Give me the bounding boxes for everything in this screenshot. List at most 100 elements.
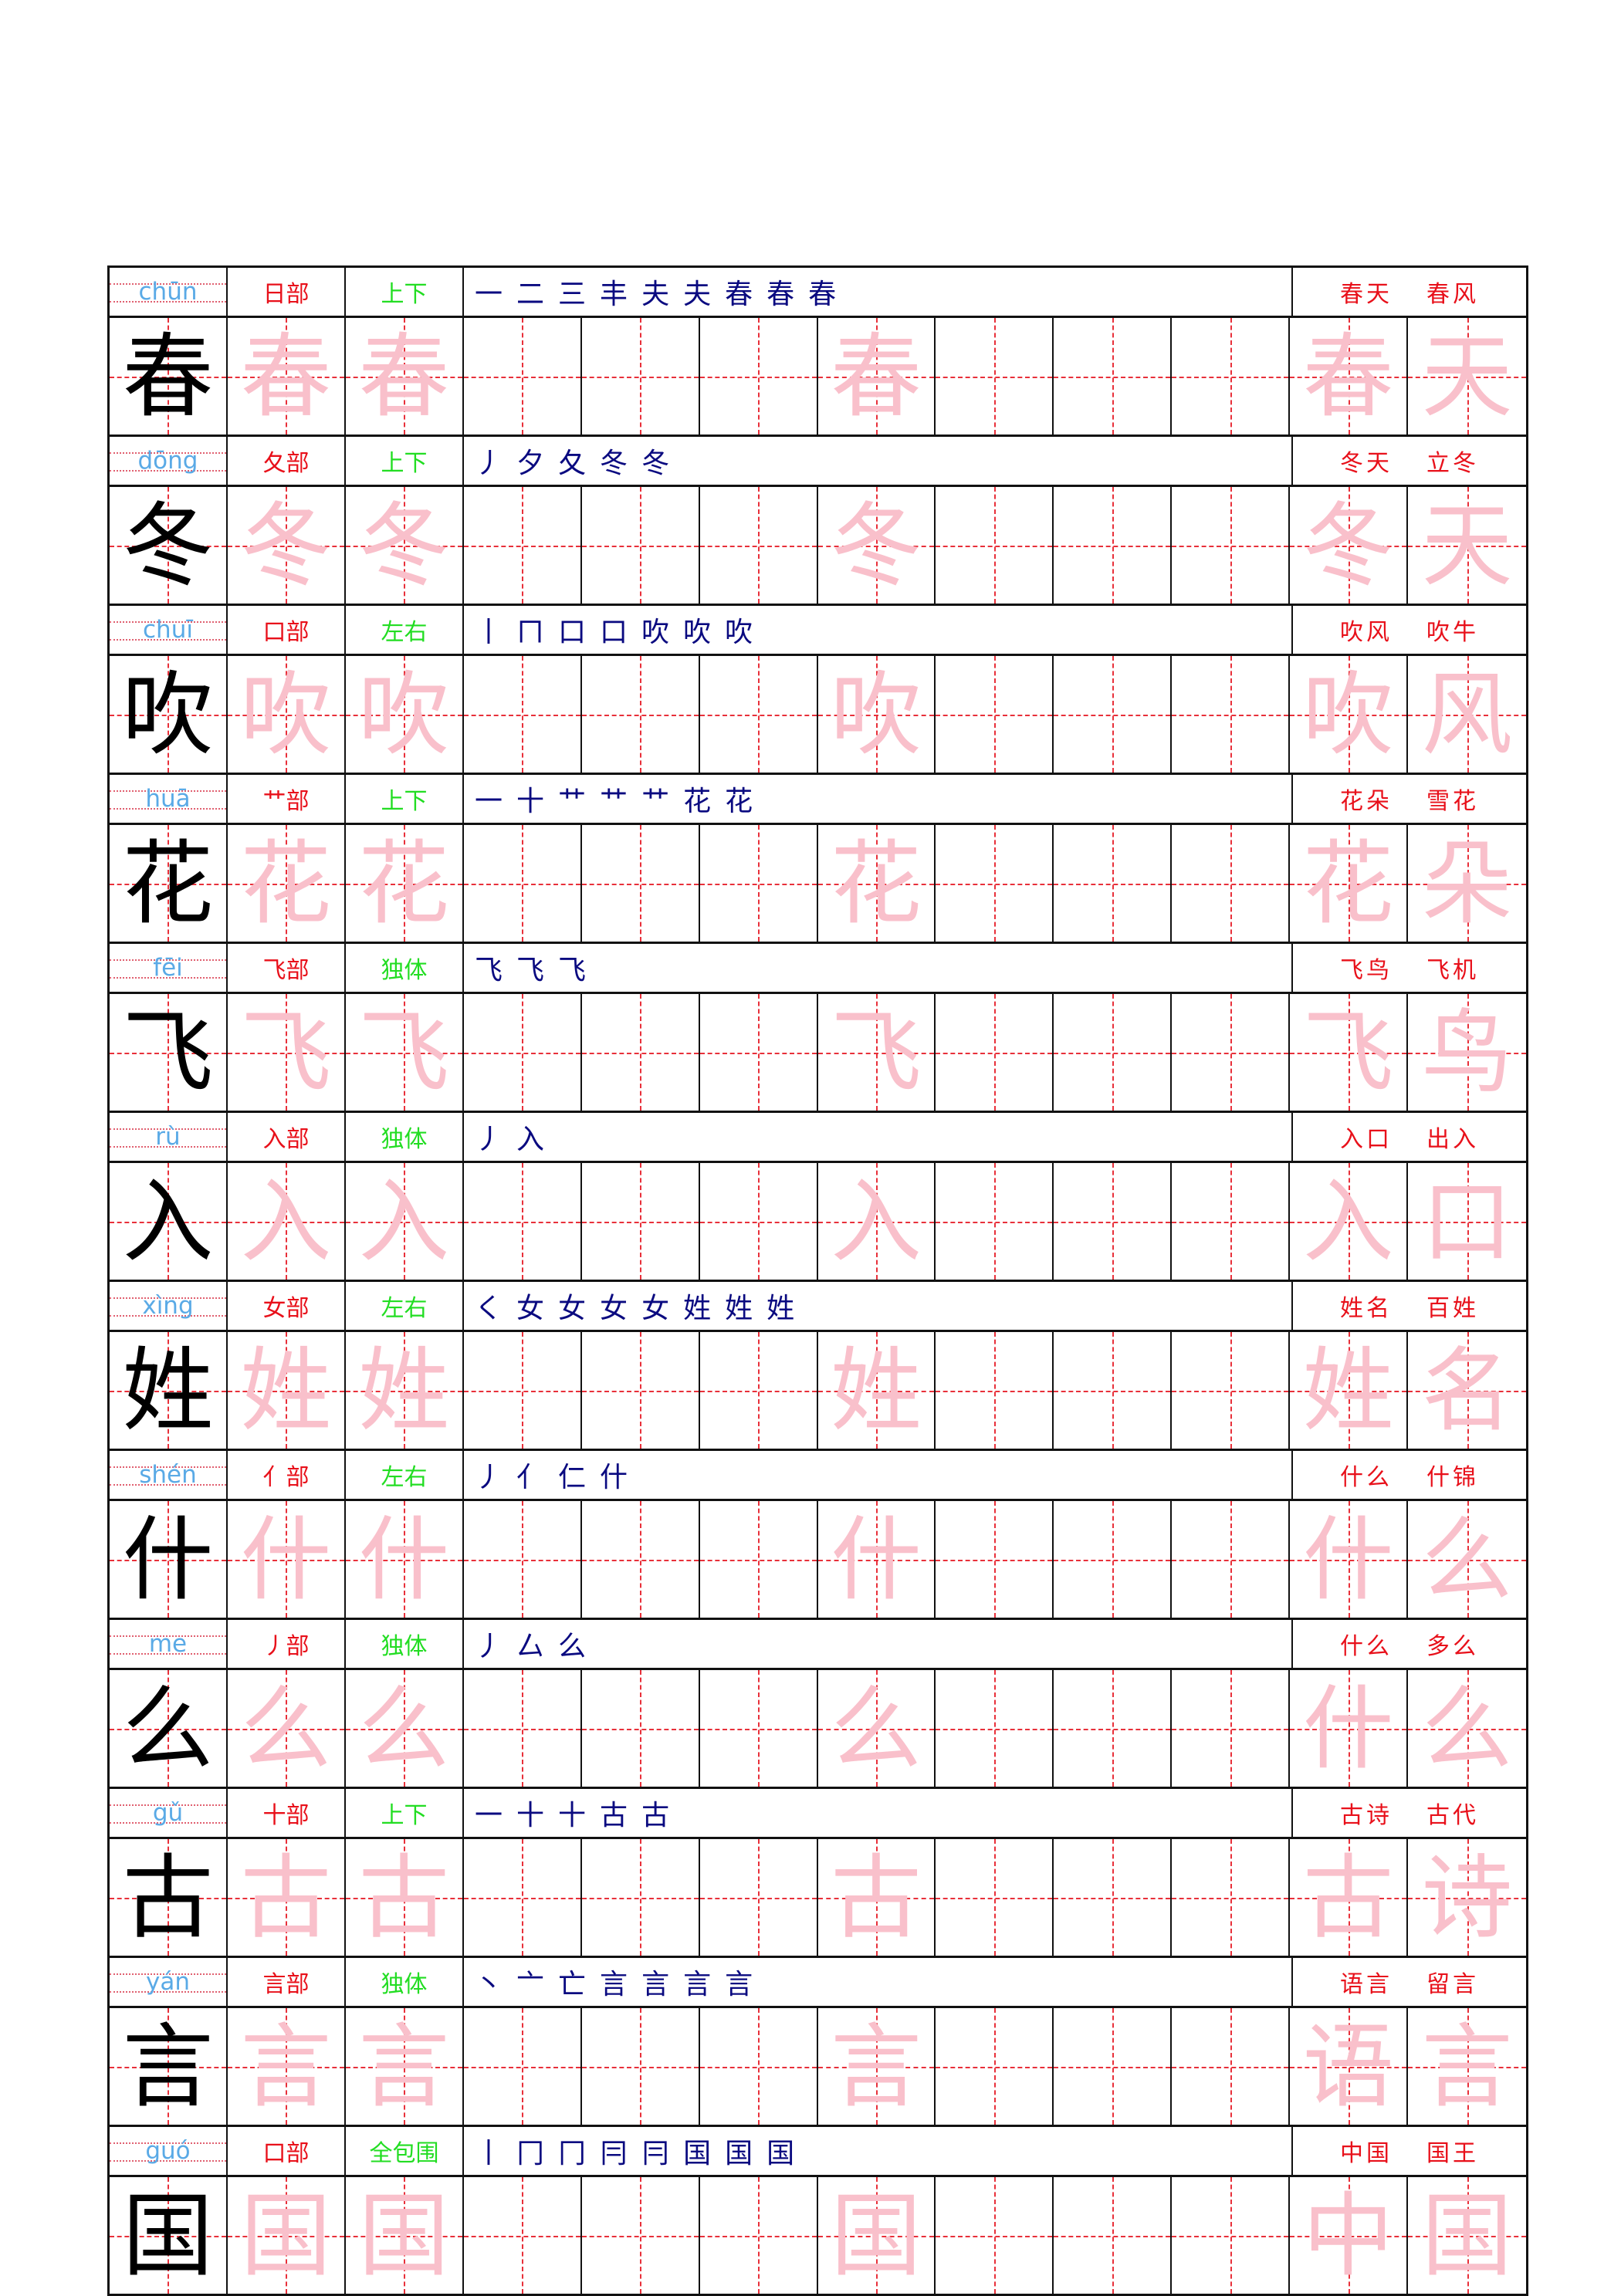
practice-cell[interactable]	[463, 825, 582, 942]
word-trace-cell[interactable]: 言	[1408, 2008, 1526, 2125]
trace-cell[interactable]: 言	[345, 2008, 464, 2125]
practice-cell[interactable]	[699, 994, 818, 1111]
trace-cell[interactable]: 花	[345, 825, 464, 942]
practice-cell[interactable]	[699, 1670, 818, 1787]
trace-cell[interactable]: 国	[345, 2177, 464, 2294]
word-trace-cell[interactable]: 天	[1408, 487, 1526, 604]
word-trace-cell[interactable]: 语	[1290, 2008, 1409, 2125]
trace-cell[interactable]: 入	[227, 1163, 346, 1280]
practice-cell[interactable]	[699, 1839, 818, 1956]
practice-cell[interactable]	[463, 2008, 582, 2125]
trace-cell[interactable]: 国	[227, 2177, 346, 2294]
practice-cell[interactable]	[581, 1501, 700, 1618]
practice-cell[interactable]	[463, 318, 582, 435]
practice-cell[interactable]	[699, 656, 818, 773]
practice-cell[interactable]	[1054, 1163, 1173, 1280]
practice-cell[interactable]	[581, 1839, 700, 1956]
trace-cell[interactable]: 飞	[345, 994, 464, 1111]
practice-cell[interactable]	[936, 1332, 1054, 1449]
trace-cell[interactable]: 冬	[345, 487, 464, 604]
word-trace-cell[interactable]: 诗	[1408, 1839, 1526, 1956]
practice-cell[interactable]	[581, 1332, 700, 1449]
practice-cell[interactable]	[1172, 1501, 1291, 1618]
practice-cell[interactable]	[1172, 1839, 1291, 1956]
practice-cell[interactable]	[699, 1501, 818, 1618]
practice-cell[interactable]	[1172, 318, 1291, 435]
word-trace-cell[interactable]: 风	[1408, 656, 1526, 773]
practice-cell[interactable]	[1172, 1163, 1291, 1280]
trace-cell[interactable]: 入	[817, 1163, 936, 1280]
practice-cell[interactable]	[1054, 1839, 1173, 1956]
trace-cell[interactable]: 国	[817, 2177, 936, 2294]
word-trace-cell[interactable]: 春	[1290, 318, 1409, 435]
word-trace-cell[interactable]: 花	[1290, 825, 1409, 942]
trace-cell[interactable]: 姓	[227, 1332, 346, 1449]
trace-cell[interactable]: 姓	[817, 1332, 936, 1449]
practice-cell[interactable]	[1172, 1670, 1291, 1787]
trace-cell[interactable]: 飞	[227, 994, 346, 1111]
word-trace-cell[interactable]: 天	[1408, 318, 1526, 435]
practice-cell[interactable]	[1172, 1332, 1291, 1449]
trace-cell[interactable]: 飞	[817, 994, 936, 1111]
practice-cell[interactable]	[1054, 1670, 1173, 1787]
trace-cell[interactable]: 春	[817, 318, 936, 435]
trace-cell[interactable]: 古	[227, 1839, 346, 1956]
trace-cell[interactable]: 春	[227, 318, 346, 435]
trace-cell[interactable]: 入	[345, 1163, 464, 1280]
practice-cell[interactable]	[581, 2008, 700, 2125]
trace-cell[interactable]: 吹	[345, 656, 464, 773]
practice-cell[interactable]	[1172, 656, 1291, 773]
practice-cell[interactable]	[463, 1839, 582, 1956]
practice-cell[interactable]	[1054, 318, 1173, 435]
practice-cell[interactable]	[1054, 1501, 1173, 1618]
trace-cell[interactable]: 言	[227, 2008, 346, 2125]
word-trace-cell[interactable]: 什	[1290, 1670, 1409, 1787]
practice-cell[interactable]	[699, 1163, 818, 1280]
practice-cell[interactable]	[581, 656, 700, 773]
trace-cell[interactable]: 么	[345, 1670, 464, 1787]
trace-cell[interactable]: 吹	[817, 656, 936, 773]
practice-cell[interactable]	[463, 1670, 582, 1787]
practice-cell[interactable]	[936, 1839, 1054, 1956]
trace-cell[interactable]: 古	[345, 1839, 464, 1956]
practice-cell[interactable]	[581, 994, 700, 1111]
trace-cell[interactable]: 言	[817, 2008, 936, 2125]
practice-cell[interactable]	[463, 487, 582, 604]
practice-cell[interactable]	[581, 1163, 700, 1280]
trace-cell[interactable]: 什	[227, 1501, 346, 1618]
trace-cell[interactable]: 春	[345, 318, 464, 435]
practice-cell[interactable]	[581, 487, 700, 604]
practice-cell[interactable]	[699, 1332, 818, 1449]
word-trace-cell[interactable]: 飞	[1290, 994, 1409, 1111]
word-trace-cell[interactable]: 国	[1408, 2177, 1526, 2294]
trace-cell[interactable]: 什	[817, 1501, 936, 1618]
practice-cell[interactable]	[1054, 2008, 1173, 2125]
practice-cell[interactable]	[936, 318, 1054, 435]
practice-cell[interactable]	[1172, 825, 1291, 942]
practice-cell[interactable]	[581, 1670, 700, 1787]
practice-cell[interactable]	[463, 1163, 582, 1280]
practice-cell[interactable]	[1054, 825, 1173, 942]
practice-cell[interactable]	[699, 487, 818, 604]
word-trace-cell[interactable]: 入	[1290, 1163, 1409, 1280]
practice-cell[interactable]	[936, 1670, 1054, 1787]
practice-cell[interactable]	[699, 825, 818, 942]
practice-cell[interactable]	[1054, 487, 1173, 604]
practice-cell[interactable]	[1054, 2177, 1173, 2294]
practice-cell[interactable]	[1172, 994, 1291, 1111]
practice-cell[interactable]	[936, 1163, 1054, 1280]
word-trace-cell[interactable]: 鸟	[1408, 994, 1526, 1111]
practice-cell[interactable]	[699, 2008, 818, 2125]
practice-cell[interactable]	[463, 994, 582, 1111]
trace-cell[interactable]: 吹	[227, 656, 346, 773]
practice-cell[interactable]	[581, 2177, 700, 2294]
word-trace-cell[interactable]: 朵	[1408, 825, 1526, 942]
word-trace-cell[interactable]: 冬	[1290, 487, 1409, 604]
practice-cell[interactable]	[699, 2177, 818, 2294]
word-trace-cell[interactable]: 口	[1408, 1163, 1526, 1280]
trace-cell[interactable]: 么	[817, 1670, 936, 1787]
practice-cell[interactable]	[936, 656, 1054, 773]
practice-cell[interactable]	[936, 487, 1054, 604]
practice-cell[interactable]	[936, 825, 1054, 942]
trace-cell[interactable]: 么	[227, 1670, 346, 1787]
